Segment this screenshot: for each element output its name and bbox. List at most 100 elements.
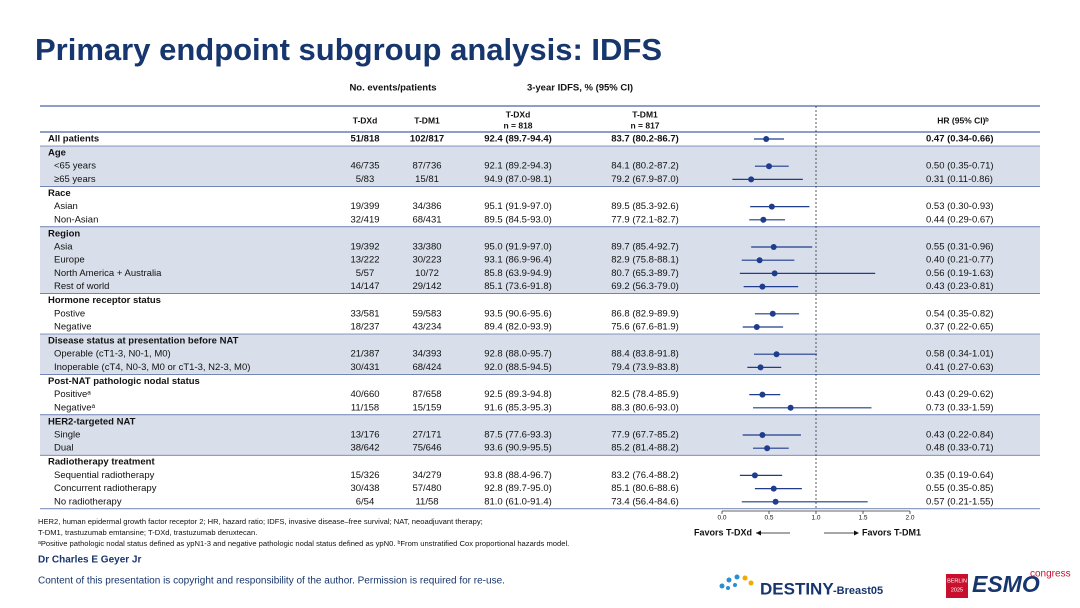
- hr-point: [766, 163, 772, 170]
- hr-label: 0.48 (0.33-0.71): [926, 443, 994, 454]
- hr-point: [764, 445, 771, 452]
- row-label: Positiveᵃ: [54, 389, 91, 400]
- group-label: Hormone receptor status: [48, 295, 161, 306]
- cell: 89.4 (82.0-93.9): [484, 322, 552, 333]
- x-tick-label: 0.0: [717, 515, 726, 522]
- logo-year: 2025: [951, 587, 963, 593]
- favors-label: Favors T-DM1: [862, 527, 921, 537]
- cell: 21/387: [350, 349, 379, 360]
- cell: 5/83: [356, 174, 375, 185]
- arrow-head: [756, 530, 761, 536]
- hr-point: [763, 136, 770, 142]
- row-label: Sequential radiotherapy: [54, 470, 155, 481]
- hr-label: 0.40 (0.21-0.77): [926, 255, 994, 266]
- author: Dr Charles E Geyer Jr: [38, 555, 141, 566]
- x-tick-label: 1.5: [858, 515, 867, 522]
- cell: 85.2 (81.4-88.2): [611, 443, 679, 454]
- cell: 51/818: [350, 134, 379, 145]
- column-header: n = 818: [503, 120, 532, 130]
- hr-point: [748, 176, 755, 183]
- hr-label: 0.73 (0.33-1.59): [926, 402, 994, 413]
- hr-label: 0.57 (0.21-1.55): [926, 496, 994, 507]
- cell: 33/380: [412, 242, 441, 253]
- cell: 77.9 (72.1-82.7): [611, 214, 679, 225]
- cell: 86.8 (82.9-89.9): [611, 308, 679, 319]
- cell: 92.1 (89.2-94.3): [484, 161, 552, 172]
- cell: 88.4 (83.8-91.8): [611, 349, 679, 360]
- cell: 6/54: [356, 496, 375, 507]
- cell: 87/736: [412, 161, 441, 172]
- row-label: Asian: [54, 201, 78, 212]
- group-label: HER2-targeted NAT: [48, 416, 136, 427]
- cell: 30/223: [412, 255, 441, 266]
- slide-title: Primary endpoint subgroup analysis: IDFS: [35, 32, 662, 67]
- hr-label: 0.37 (0.22-0.65): [926, 322, 994, 333]
- row-label: Asia: [54, 242, 73, 253]
- footnote: HER2, human epidermal growth factor rece…: [38, 517, 483, 526]
- cell: 85.1 (73.6-91.8): [484, 281, 552, 292]
- cell: 92.5 (89.3-94.8): [484, 389, 552, 400]
- hr-label: 0.55 (0.31-0.96): [926, 242, 994, 253]
- cell: 34/386: [412, 201, 441, 212]
- cell: 75.6 (67.6-81.9): [611, 322, 679, 333]
- hr-point: [772, 498, 779, 505]
- column-header: T-DM1: [414, 115, 440, 125]
- group-label: Radiotherapy treatment: [48, 457, 155, 468]
- hr-label: 0.43 (0.29-0.62): [926, 389, 994, 400]
- cell: 68/424: [412, 362, 441, 373]
- x-tick-label: 2.0: [905, 515, 914, 522]
- hr-label: 0.53 (0.30-0.93): [926, 201, 994, 212]
- hr-label: 0.54 (0.35-0.82): [926, 308, 994, 319]
- cell: 79.2 (67.9-87.0): [611, 174, 679, 185]
- cell: 30/431: [350, 362, 379, 373]
- row-label: Inoperable (cT4, N0-3, M0 or cT1-3, N2-3…: [54, 362, 250, 373]
- congress-logo: BERLIN 2025 ESMO congress: [946, 569, 1071, 598]
- cell: 89.5 (85.3-92.6): [611, 201, 679, 212]
- cell: 14/147: [350, 281, 379, 292]
- cell: 11/158: [351, 402, 379, 413]
- cell: 93.6 (90.9-95.5): [484, 443, 552, 454]
- cell: 84.1 (80.2-87.2): [611, 161, 679, 172]
- cell: 43/234: [412, 322, 441, 333]
- row-band: [40, 226, 1040, 294]
- cell: 57/480: [412, 483, 441, 494]
- cell: 91.6 (85.3-95.3): [484, 402, 552, 413]
- logo-icon: [719, 574, 754, 590]
- hr-point: [760, 216, 767, 223]
- cell: 46/735: [350, 161, 379, 172]
- x-tick-label: 1.0: [811, 515, 820, 522]
- hr-label: 0.44 (0.29-0.67): [926, 214, 994, 225]
- group-label: Post-NAT pathologic nodal status: [48, 376, 200, 387]
- cell: 88.3 (80.6-93.0): [611, 402, 679, 413]
- cell: 87/658: [412, 389, 441, 400]
- row-label: Europe: [54, 255, 85, 266]
- hr-point: [751, 472, 758, 479]
- cell: 95.0 (91.9-97.0): [484, 242, 552, 253]
- cell: 93.8 (88.4-96.7): [484, 470, 552, 481]
- cell: 27/171: [412, 430, 441, 441]
- cell: 15/81: [415, 174, 439, 185]
- hr-point: [771, 270, 778, 277]
- cell: 75/646: [412, 443, 441, 454]
- hr-point: [756, 257, 763, 264]
- row-label: North America + Australia: [54, 268, 162, 279]
- column-group-header: 3-year IDFS, % (95% CI): [527, 83, 633, 94]
- hr-point: [757, 364, 764, 371]
- cell: 69.2 (56.3-79.0): [611, 281, 679, 292]
- cell: 13/176: [350, 430, 379, 441]
- row-label: Postive: [54, 308, 85, 319]
- cell: 32/419: [350, 214, 379, 225]
- cell: 82.9 (75.8-88.1): [611, 255, 679, 266]
- cell: 19/399: [350, 201, 379, 212]
- logo-congress-word: congress: [1030, 569, 1071, 580]
- cell: 73.4 (56.4-84.6): [611, 496, 679, 507]
- cell: 33/581: [350, 308, 379, 319]
- cell: 83.2 (76.4-88.2): [611, 470, 679, 481]
- favors-label: Favors T-DXd: [694, 527, 752, 537]
- cell: 89.7 (85.4-92.7): [611, 242, 679, 253]
- cell: 29/142: [412, 281, 441, 292]
- logo-suffix: -Breast05: [833, 585, 883, 597]
